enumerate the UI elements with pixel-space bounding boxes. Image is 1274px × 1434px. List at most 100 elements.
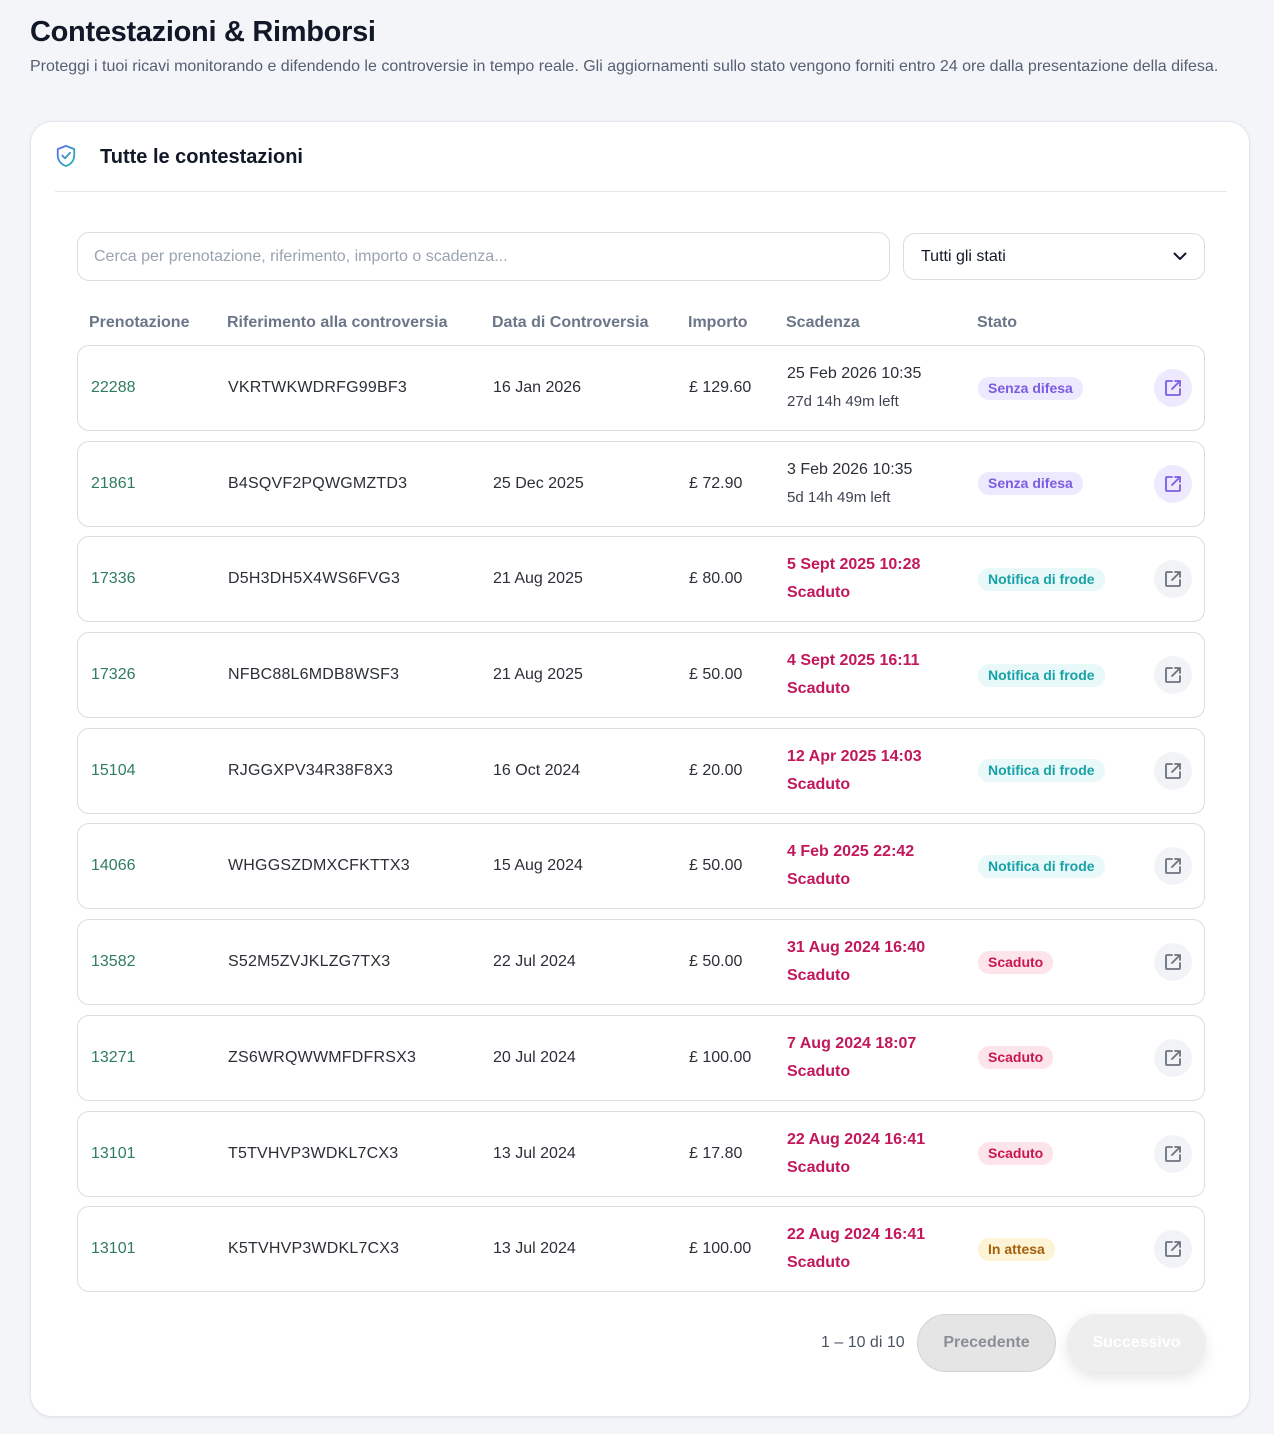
status-cell: Senza difesa	[978, 442, 1083, 526]
booking-link[interactable]: 15104	[91, 761, 136, 779]
dispute-row[interactable]: 22288 VKRTWKWDRFG99BF3 16 Jan 2026 £ 129…	[77, 345, 1205, 431]
dispute-row[interactable]: 15104 RJGGXPV34R38F8X3 16 Oct 2024 £ 20.…	[77, 727, 1205, 814]
dispute-row[interactable]: 13271 ZS6WRQWWMFDFRSX3 20 Jul 2024 £ 100…	[77, 1014, 1205, 1101]
status-cell: Notifica di frode	[978, 729, 1105, 813]
page-title: Contestazioni & Rimborsi	[30, 16, 376, 48]
deadline-datetime: 5 Sept 2025 10:28	[787, 556, 921, 574]
open-dispute-button[interactable]	[1154, 560, 1192, 599]
dispute-amount: £ 50.00	[689, 666, 743, 684]
card-header	[55, 122, 1227, 192]
booking-link[interactable]: 13101	[91, 1144, 136, 1162]
dispute-reference: T5TVHVP3WDKL7CX3	[228, 1144, 399, 1162]
dispute-row[interactable]: 13582 S52M5ZVJKLZG7TX3 22 Jul 2024 £ 50.…	[77, 919, 1205, 1006]
status-cell: Notifica di frode	[978, 633, 1105, 717]
booking-link[interactable]: 13101	[91, 1240, 136, 1258]
external-link-icon	[1165, 762, 1181, 779]
deadline-cell: 22 Aug 2024 16:41 Scaduto	[787, 1207, 925, 1291]
deadline-note: Scaduto	[787, 1254, 851, 1272]
deadline-datetime: 22 Aug 2024 16:41	[787, 1130, 926, 1148]
deadline-datetime: 12 Apr 2025 14:03	[787, 747, 922, 765]
booking-link[interactable]: 22288	[91, 379, 136, 396]
deadline-note: Scaduto	[787, 1158, 851, 1176]
disputes-list: 22288 VKRTWKWDRFG99BF3 16 Jan 2026 £ 129…	[77, 345, 1205, 1302]
deadline-cell: 25 Feb 2026 10:35 27d 14h 49m left	[787, 346, 921, 430]
status-cell: Scaduto	[978, 920, 1054, 1004]
status-badge: Notifica di frode	[978, 663, 1105, 687]
booking-link[interactable]: 21861	[91, 474, 136, 492]
booking-link[interactable]: 17326	[91, 666, 136, 684]
external-link-icon	[1165, 1049, 1181, 1066]
open-dispute-button[interactable]	[1154, 656, 1192, 695]
status-badge: In attesa	[978, 1237, 1055, 1261]
status-filter-select[interactable]: Tutti gli stati	[903, 233, 1205, 280]
external-link-icon	[1165, 380, 1181, 396]
dispute-reference: D5H3DH5X4WS6FVG3	[228, 570, 401, 588]
deadline-note: Scaduto	[787, 775, 851, 793]
next-page-button[interactable]: Successivo	[1067, 1314, 1206, 1372]
open-dispute-button[interactable]	[1154, 847, 1192, 886]
deadline-note: Scaduto	[787, 967, 851, 985]
deadline-cell: 7 Aug 2024 18:07 Scaduto	[787, 1016, 916, 1100]
open-dispute-button[interactable]	[1154, 1038, 1192, 1077]
column-header-reference: Riferimento alla controversia	[227, 314, 448, 331]
dispute-date: 13 Jul 2024	[493, 1144, 576, 1162]
dispute-row[interactable]: 14066 WHGGSZDMXCFKTTX3 15 Aug 2024 £ 50.…	[77, 823, 1205, 910]
column-header-booking: Prenotazione	[89, 314, 190, 331]
open-dispute-button[interactable]	[1154, 464, 1192, 503]
deadline-cell: 5 Sept 2025 10:28 Scaduto	[787, 537, 920, 621]
dispute-date: 15 Aug 2024	[493, 857, 583, 875]
dispute-date: 21 Aug 2025	[493, 570, 583, 588]
open-dispute-button[interactable]	[1154, 751, 1192, 790]
booking-link[interactable]: 17336	[91, 570, 136, 588]
deadline-note: Scaduto	[787, 1062, 851, 1080]
external-link-icon	[1165, 1241, 1181, 1258]
status-badge: Scaduto	[978, 1142, 1054, 1165]
dispute-reference: WHGGSZDMXCFKTTX3	[228, 857, 410, 875]
dispute-date: 21 Aug 2025	[493, 666, 583, 684]
status-badge: Senza difesa	[978, 376, 1083, 400]
dispute-reference: VKRTWKWDRFG99BF3	[228, 379, 407, 396]
external-link-icon	[1165, 858, 1181, 875]
open-dispute-button[interactable]	[1154, 1134, 1192, 1173]
disputes-card: Tutte le contestazioni Tutti gli stati P…	[30, 121, 1250, 1417]
status-badge: Scaduto	[978, 1046, 1054, 1070]
deadline-datetime: 25 Feb 2026 10:35	[787, 365, 922, 382]
column-header-amount: Importo	[688, 314, 748, 331]
deadline-cell: 31 Aug 2024 16:40 Scaduto	[787, 920, 925, 1004]
open-dispute-button[interactable]	[1154, 1230, 1192, 1269]
previous-page-button[interactable]: Precedente	[917, 1314, 1056, 1372]
dispute-row[interactable]: 13101 T5TVHVP3WDKL7CX3 13 Jul 2024 £ 17.…	[77, 1110, 1205, 1197]
dispute-amount: £ 129.60	[689, 379, 752, 396]
deadline-datetime: 22 Aug 2024 16:41	[787, 1226, 926, 1244]
dispute-amount: £ 17.80	[689, 1144, 743, 1162]
pagination-info: 1 – 10 di 10	[821, 1334, 905, 1351]
dispute-amount: £ 20.00	[689, 761, 743, 779]
deadline-datetime: 4 Feb 2025 22:42	[787, 843, 915, 861]
open-dispute-button[interactable]	[1154, 943, 1192, 982]
booking-link[interactable]: 13271	[91, 1048, 136, 1066]
shield-check-icon	[56, 145, 76, 167]
booking-link[interactable]: 13582	[91, 953, 136, 971]
dispute-row[interactable]: 17326 NFBC88L6MDB8WSF3 21 Aug 2025 £ 50.…	[77, 632, 1205, 719]
deadline-cell: 4 Feb 2025 22:42 Scaduto	[787, 824, 914, 908]
dispute-amount: £ 100.00	[689, 1240, 752, 1258]
chevron-down-icon	[1173, 252, 1187, 260]
dispute-row[interactable]: 21861 B4SQVF2PQWGMZTD3 25 Dec 2025 £ 72.…	[77, 440, 1205, 527]
dispute-amount: £ 80.00	[689, 570, 743, 588]
status-badge: Notifica di frode	[978, 854, 1105, 878]
dispute-date: 20 Jul 2024	[493, 1048, 576, 1066]
booking-link[interactable]: 14066	[91, 857, 136, 875]
deadline-datetime: 3 Feb 2026 10:35	[787, 460, 913, 478]
deadline-note: Scaduto	[787, 584, 851, 602]
external-link-icon	[1165, 954, 1181, 971]
open-dispute-button[interactable]	[1154, 369, 1192, 407]
dispute-row[interactable]: 13101 K5TVHVP3WDKL7CX3 13 Jul 2024 £ 100…	[77, 1206, 1205, 1293]
card-title: Tutte le contestazioni	[100, 146, 303, 168]
deadline-note: 27d 14h 49m left	[787, 393, 899, 410]
dispute-date: 22 Jul 2024	[493, 953, 576, 971]
search-input[interactable]	[77, 232, 890, 281]
external-link-icon	[1165, 571, 1181, 588]
column-header-status: Stato	[977, 314, 1017, 331]
status-cell: Scaduto	[978, 1016, 1054, 1100]
dispute-row[interactable]: 17336 D5H3DH5X4WS6FVG3 21 Aug 2025 £ 80.…	[77, 536, 1205, 623]
